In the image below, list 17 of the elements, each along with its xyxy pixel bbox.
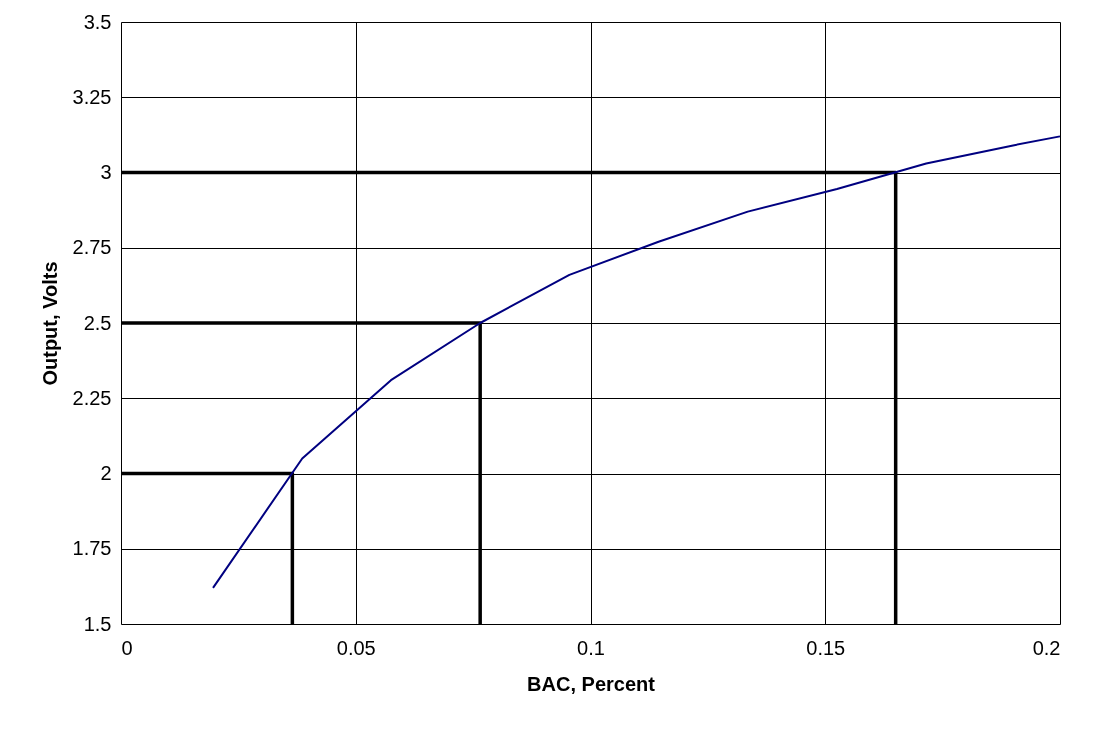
- x-tick-label: 0: [121, 636, 133, 659]
- x-tick-label: 0.1: [577, 636, 605, 659]
- y-tick-label: 2.25: [72, 386, 112, 409]
- x-axis-title: BAC, Percent: [527, 672, 656, 695]
- y-tick-label: 2.5: [83, 311, 112, 334]
- line-series: [212, 135, 1061, 589]
- x-tick-label: 0.2: [1032, 636, 1061, 659]
- y-tick-label: 3: [100, 161, 112, 183]
- x-tick-label: 0.05: [336, 636, 376, 659]
- y-tick-label: 1.5: [83, 612, 112, 635]
- y-tick-label: 3.5: [83, 10, 112, 33]
- y-tick-label: 2: [100, 462, 112, 484]
- x-tick-label: 0.15: [806, 636, 846, 659]
- y-tick-label: 3.25: [72, 85, 112, 108]
- y-axis-title: Output, Volts: [38, 261, 61, 386]
- y-tick-label: 2.75: [72, 236, 112, 259]
- y-tick-label: 1.75: [72, 537, 112, 560]
